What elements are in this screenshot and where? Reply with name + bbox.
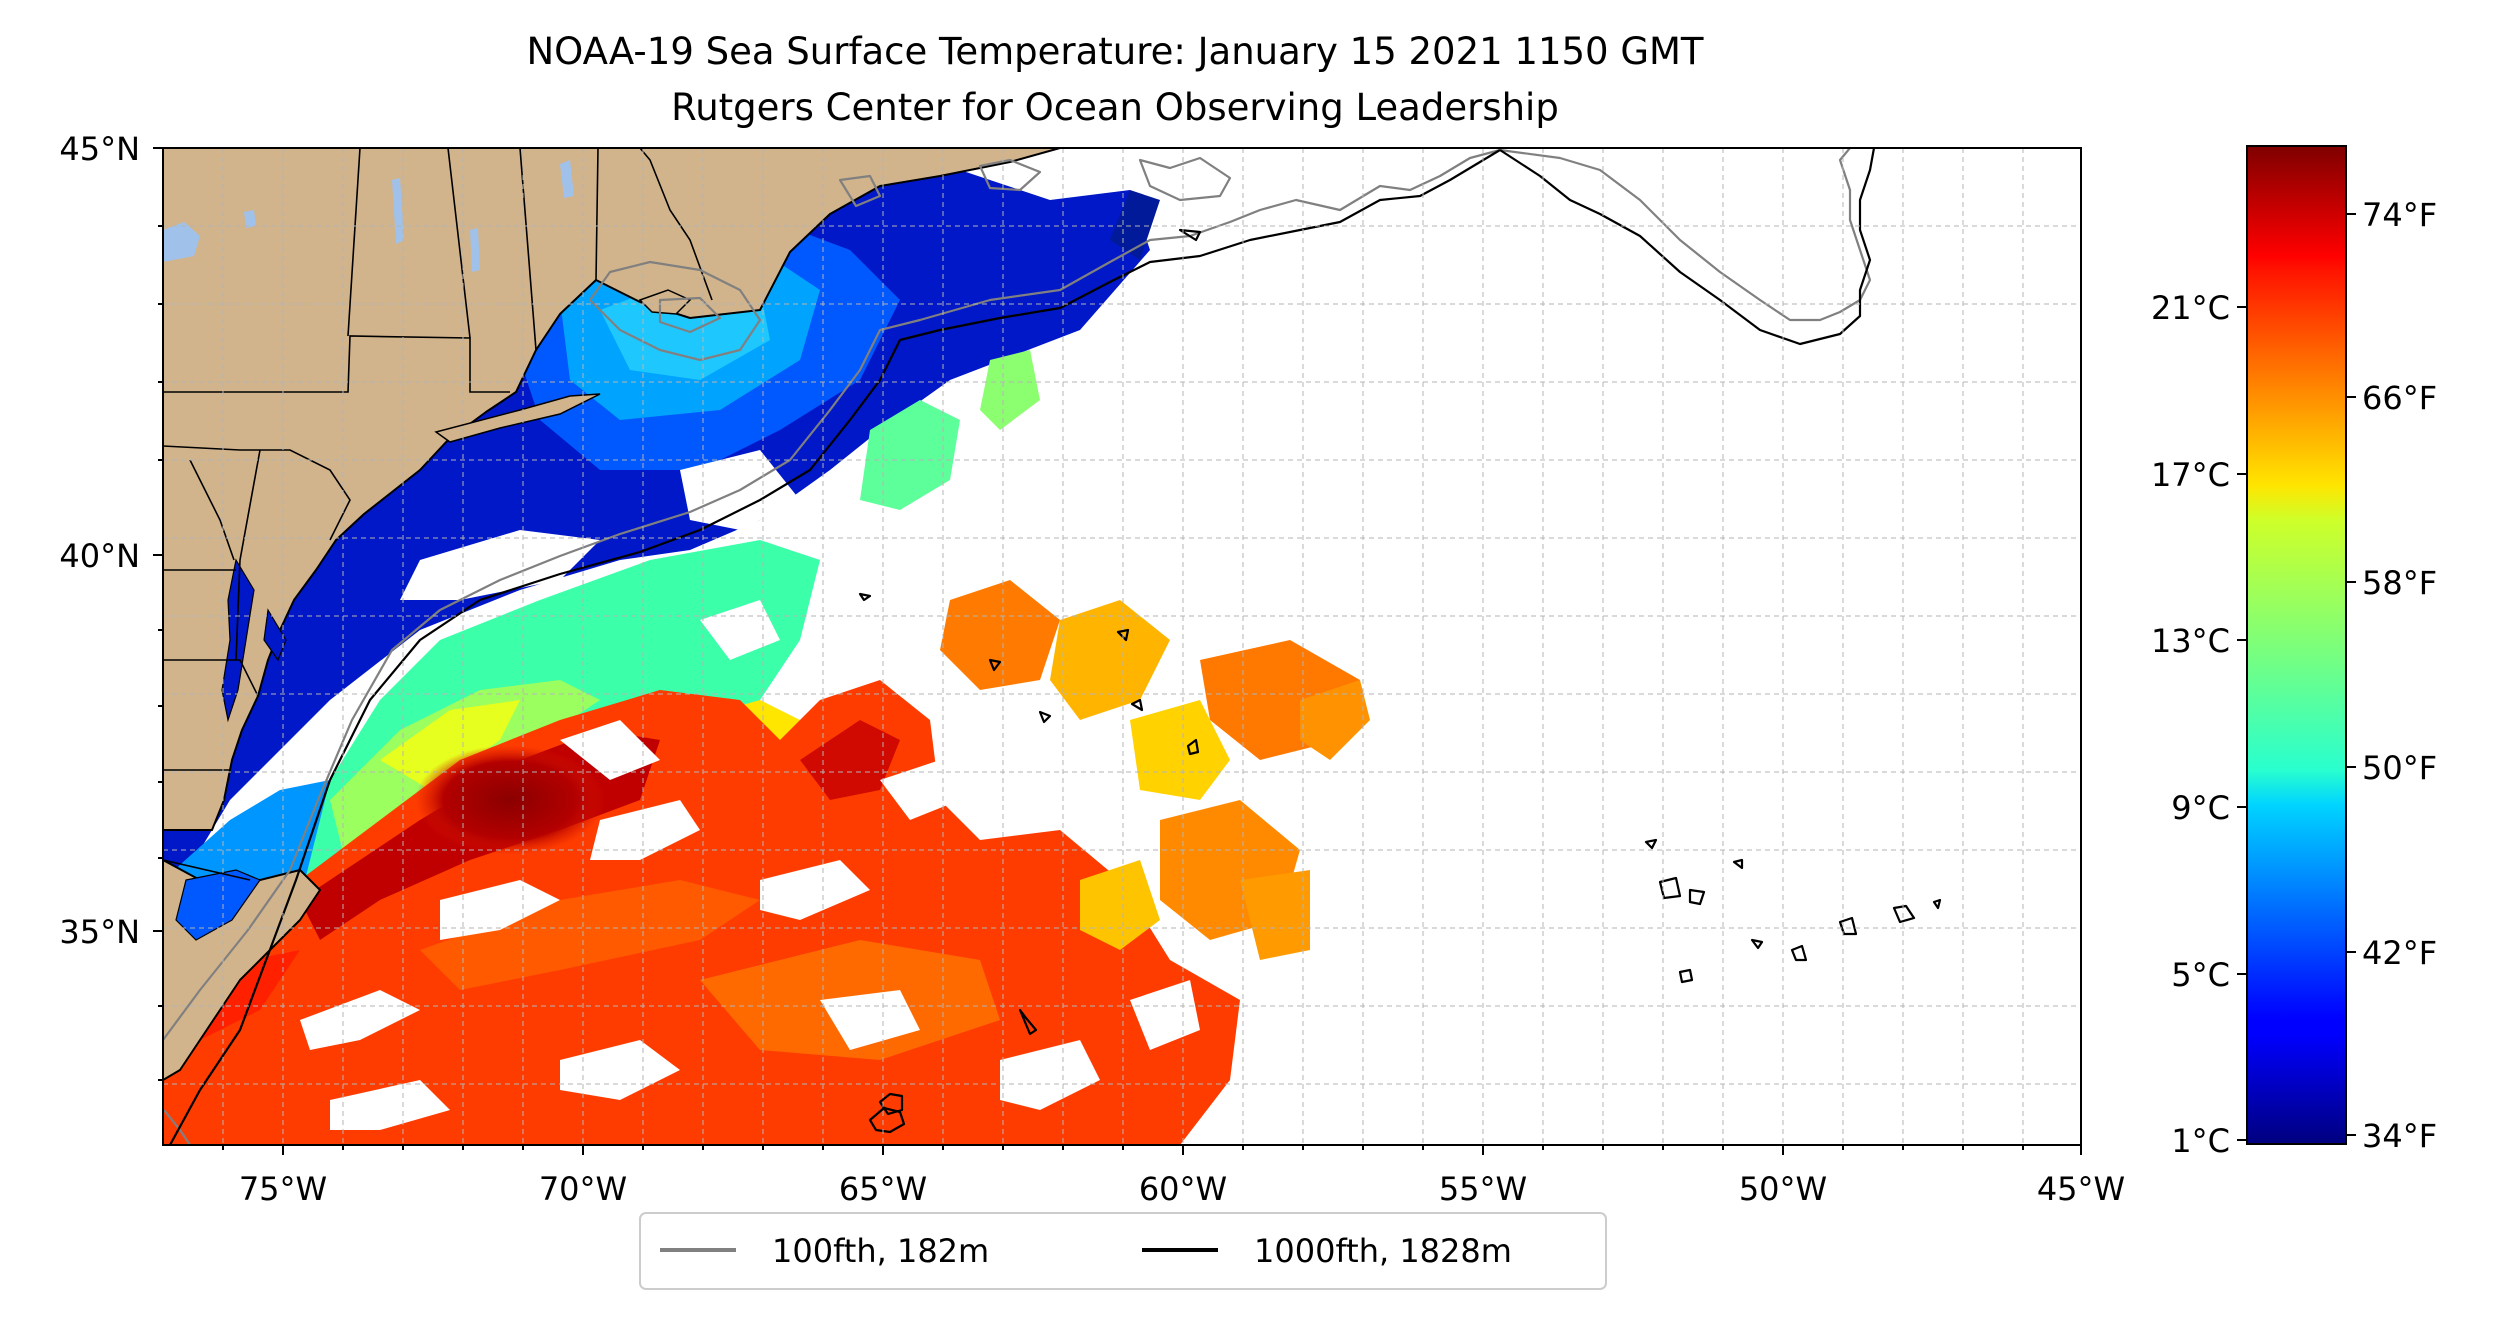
fahrenheit-tick-label: 74°F [2362,196,2437,234]
x-tick-label: 75°W [239,1170,327,1208]
x-tick-label: 70°W [539,1170,627,1208]
celsius-tick-label: 21°C [2151,289,2230,327]
colorbar: 1°C 5°C 9°C 13°C 17°C 21°C 34°F 42°F 50°… [2151,145,2437,1160]
x-tick-label: 55°W [1439,1170,1527,1208]
colorbar-fahrenheit-labels: 34°F 42°F 50°F 58°F 66°F 74°F [2362,196,2437,1155]
legend-label-1000fth: 1000fth, 1828m [1254,1232,1512,1270]
celsius-tick-label: 17°C [2151,456,2230,494]
fahrenheit-tick-label: 66°F [2362,379,2437,417]
fahrenheit-tick-label: 50°F [2362,749,2437,787]
gridlines [163,148,2081,1145]
fahrenheit-tick-label: 42°F [2362,934,2437,972]
y-tick-label: 40°N [59,537,140,575]
x-axis-labels: 75°W 70°W 65°W 60°W 55°W 50°W 45°W [239,1170,2125,1208]
celsius-tick-label: 5°C [2171,956,2230,994]
y-axis-labels: 45°N 40°N 35°N [59,130,140,951]
title-line-2: Rutgers Center for Ocean Observing Leade… [671,86,1559,129]
title-line-1: NOAA-19 Sea Surface Temperature: January… [526,30,1703,73]
y-tick-label: 35°N [59,913,140,951]
cloud-mask [300,450,1200,1130]
isobath-100fth [163,148,1872,1145]
legend: 100fth, 182m 1000fth, 1828m [639,1212,1607,1290]
x-tick-label: 50°W [1739,1170,1827,1208]
x-tick-label: 60°W [1139,1170,1227,1208]
axis-ticks [153,147,2082,1155]
lakes [163,160,574,272]
legend-box [639,1212,1607,1290]
sst-map: 75°W 70°W 65°W 60°W 55°W 50°W 45°W 45°N … [59,130,2125,1208]
colorbar-ticks [2237,213,2356,1141]
colorbar-gradient [2246,145,2347,1145]
y-tick-label: 45°N [59,130,140,168]
celsius-tick-label: 13°C [2151,622,2230,660]
celsius-tick-label: 1°C [2171,1122,2230,1160]
colorbar-celsius-labels: 1°C 5°C 9°C 13°C 17°C 21°C [2151,289,2230,1160]
legend-label-100fth: 100fth, 182m [772,1232,989,1270]
sst-field-gulf-stream [163,580,1370,1145]
fahrenheit-tick-label: 58°F [2362,564,2437,602]
isobath-1000fth [169,148,1942,1145]
land [163,148,1061,1081]
x-tick-label: 45°W [2037,1170,2125,1208]
figure-title: NOAA-19 Sea Surface Temperature: January… [526,30,1703,129]
x-tick-label: 65°W [839,1170,927,1208]
fahrenheit-tick-label: 34°F [2362,1117,2437,1155]
celsius-tick-label: 9°C [2171,789,2230,827]
